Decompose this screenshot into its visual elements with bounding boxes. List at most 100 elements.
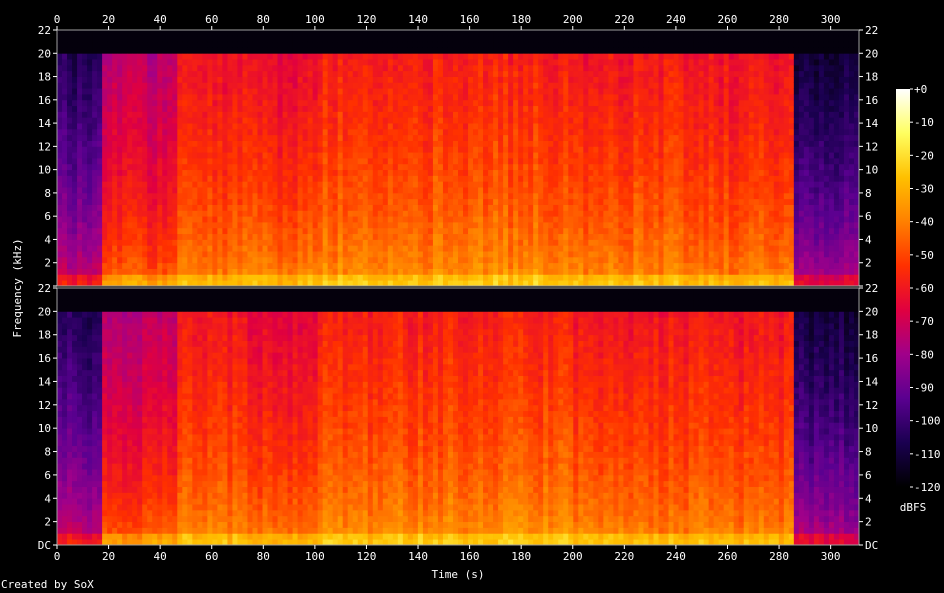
spectrogram-cell bbox=[473, 134, 479, 141]
spectrogram-cell bbox=[498, 59, 504, 66]
spectrogram-cell bbox=[347, 64, 354, 72]
spectrogram-cell bbox=[217, 88, 223, 95]
spectrogram-cell bbox=[468, 146, 474, 153]
spectrogram-cell bbox=[618, 274, 624, 281]
spectrogram-cell bbox=[207, 204, 213, 211]
spectrogram-cell bbox=[402, 175, 409, 182]
spectrogram-cell bbox=[247, 30, 253, 37]
spectrogram-cell bbox=[72, 146, 78, 153]
spectrogram-cell bbox=[498, 198, 504, 205]
spectrogram-cell bbox=[162, 76, 168, 83]
spectrogram-cell bbox=[217, 123, 223, 130]
spectrogram-cell bbox=[543, 140, 549, 147]
spectrogram-cell bbox=[167, 204, 173, 211]
spectrogram-cell bbox=[227, 99, 233, 107]
spectrogram-cell bbox=[478, 181, 484, 188]
spectrogram-cell bbox=[463, 152, 469, 159]
spectrogram-cell bbox=[583, 47, 589, 54]
spectrogram-cell bbox=[593, 117, 599, 124]
spectrogram-cell bbox=[147, 134, 153, 141]
spectrogram-cell bbox=[142, 99, 148, 107]
spectrogram-cell bbox=[252, 204, 258, 211]
spectrogram-cell bbox=[157, 268, 163, 275]
spectrogram-cell bbox=[548, 169, 554, 176]
spectrogram-cell bbox=[137, 59, 143, 66]
spectrogram-cell bbox=[618, 82, 624, 89]
spectrogram-cell bbox=[332, 169, 339, 176]
spectrogram-cell bbox=[603, 262, 609, 269]
spectrogram-cell bbox=[297, 210, 304, 217]
spectrogram-cell bbox=[92, 204, 98, 211]
spectrogram-cell bbox=[387, 117, 394, 124]
spectrogram-cell bbox=[192, 175, 198, 182]
spectrogram-cell bbox=[538, 158, 544, 165]
spectrogram-cell bbox=[367, 216, 374, 223]
spectrogram-cell bbox=[82, 222, 88, 229]
spectrogram-cell bbox=[247, 163, 253, 171]
spectrogram-cell bbox=[62, 256, 68, 264]
spectrogram-cell bbox=[227, 53, 233, 60]
spectrogram-cell bbox=[92, 123, 98, 130]
spectrogram-cell bbox=[322, 152, 329, 159]
spectrogram-cell bbox=[62, 187, 68, 194]
spectrogram-cell bbox=[277, 169, 283, 176]
spectrogram-cell bbox=[402, 30, 409, 37]
spectrogram-cell bbox=[452, 163, 459, 171]
spectrogram-cell bbox=[367, 158, 374, 165]
spectrogram-cell bbox=[272, 53, 278, 60]
spectrogram-cell bbox=[608, 134, 614, 141]
spectrogram-cell bbox=[342, 105, 349, 112]
spectrogram-cell bbox=[452, 158, 459, 165]
spectrogram-cell bbox=[247, 239, 253, 246]
spectrogram-cell bbox=[382, 245, 389, 252]
spectrogram-cell bbox=[212, 245, 218, 252]
spectrogram-cell bbox=[187, 233, 193, 240]
spectrogram-cell bbox=[508, 99, 514, 107]
spectrogram-cell bbox=[417, 198, 424, 205]
spectrogram-cell bbox=[182, 280, 188, 287]
spectrogram-cell bbox=[402, 227, 409, 235]
spectrogram-cell bbox=[618, 169, 624, 176]
spectrogram-cell bbox=[252, 70, 258, 77]
spectrogram-cell bbox=[167, 274, 173, 281]
spectrogram-cell bbox=[568, 274, 574, 281]
spectrogram-cell bbox=[498, 146, 504, 153]
spectrogram-cell bbox=[588, 128, 594, 136]
spectrogram-cell bbox=[347, 222, 354, 229]
spectrogram-cell bbox=[182, 59, 188, 66]
spectrogram-cell bbox=[503, 245, 509, 252]
spectrogram-cell bbox=[77, 187, 83, 194]
spectrogram-cell bbox=[177, 268, 183, 275]
spectrogram-cell bbox=[322, 35, 329, 43]
spectrogram-cell bbox=[452, 251, 459, 258]
spectrogram-cell bbox=[287, 59, 293, 66]
spectrogram-cell bbox=[362, 117, 369, 124]
spectrogram-cell bbox=[382, 222, 389, 229]
spectrogram-cell bbox=[367, 233, 374, 240]
spectrogram-cell bbox=[262, 140, 268, 147]
spectrogram-cell bbox=[583, 105, 589, 112]
spectrogram-cell bbox=[262, 204, 268, 211]
spectrogram-cell bbox=[192, 53, 198, 60]
spectrogram-cell bbox=[172, 204, 178, 211]
spectrogram-cell bbox=[157, 111, 163, 118]
spectrogram-cell bbox=[483, 222, 489, 229]
spectrogram-cell bbox=[578, 163, 584, 171]
spectrogram-cell bbox=[117, 41, 123, 48]
spectrogram-cell bbox=[212, 169, 218, 176]
spectrogram-cell bbox=[588, 146, 594, 153]
spectrogram-cell bbox=[102, 70, 108, 77]
spectrogram-cell bbox=[493, 280, 499, 287]
spectrogram-cell bbox=[227, 59, 233, 66]
spectrogram-cell bbox=[578, 245, 584, 252]
spectrogram-cell bbox=[222, 245, 228, 252]
spectrogram-cell bbox=[498, 192, 504, 200]
spectrogram-cell bbox=[478, 245, 484, 252]
spectrogram-cell bbox=[563, 239, 569, 246]
spectrogram-cell bbox=[427, 152, 434, 159]
spectrogram-cell bbox=[72, 239, 78, 246]
spectrogram-cell bbox=[157, 76, 163, 83]
spectrogram-cell bbox=[488, 99, 494, 107]
spectrogram-cell bbox=[167, 192, 173, 200]
spectrogram-cell bbox=[312, 256, 319, 264]
